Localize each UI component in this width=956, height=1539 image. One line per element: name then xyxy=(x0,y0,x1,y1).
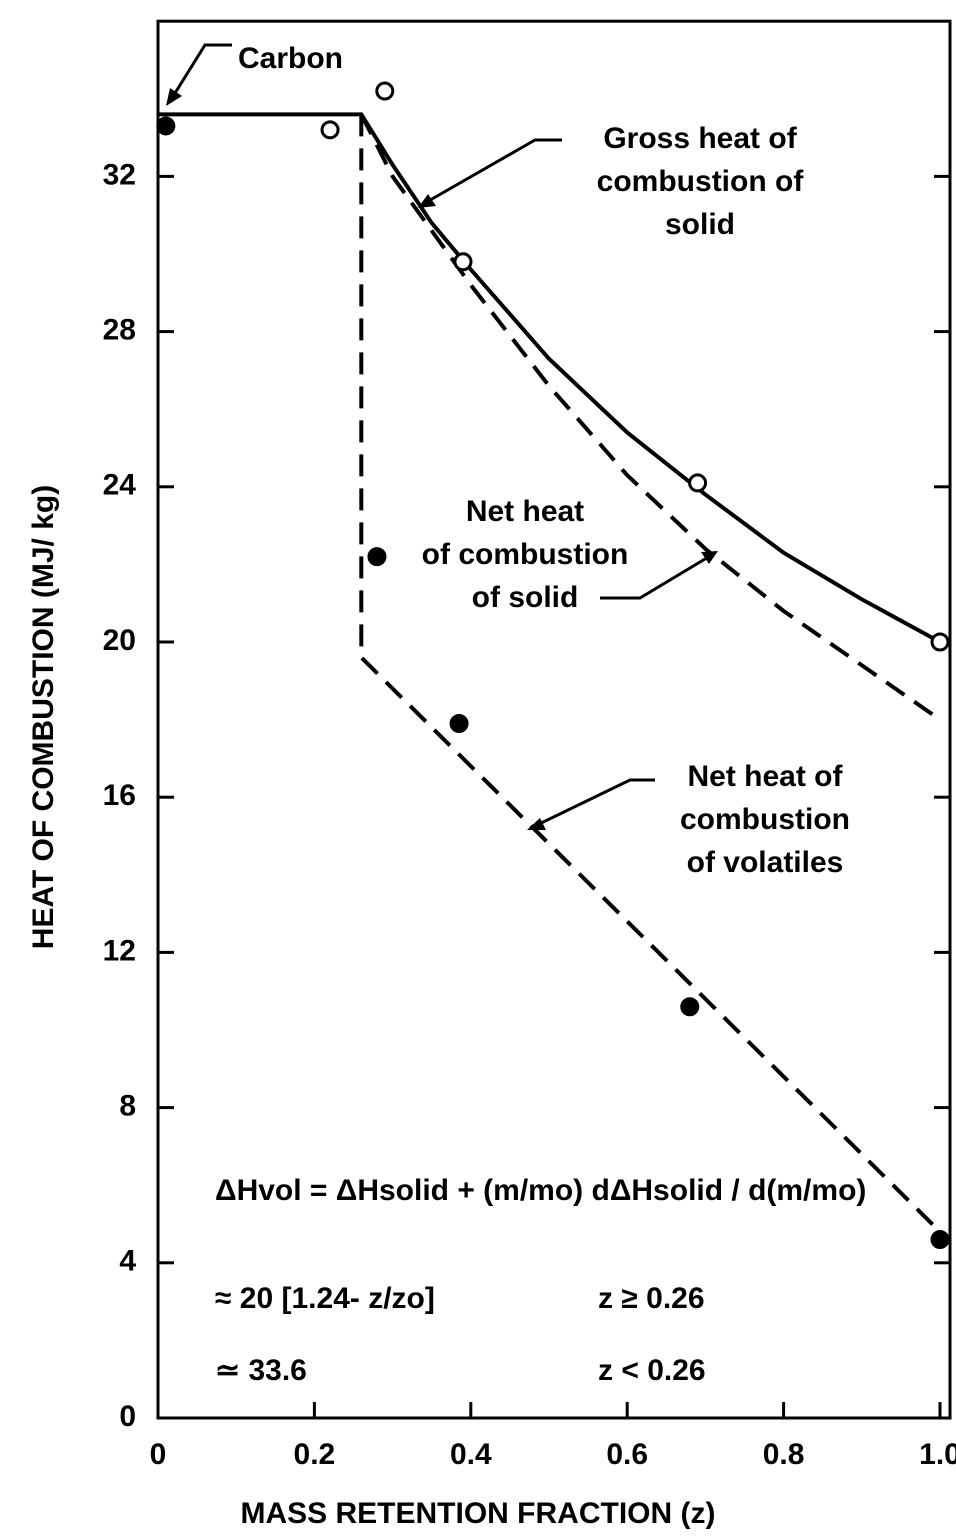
annotation: Gross heat of xyxy=(603,122,797,155)
data-point xyxy=(688,473,708,493)
x-tick-label: 0.2 xyxy=(294,1438,336,1471)
annotation: Carbon xyxy=(238,42,343,75)
y-tick-label: 16 xyxy=(103,779,136,812)
y-tick-label: 4 xyxy=(119,1245,136,1278)
annotation: of volatiles xyxy=(687,846,844,879)
curve xyxy=(359,114,942,1234)
arrowhead xyxy=(166,88,182,106)
x-tick-label: 0.4 xyxy=(450,1438,492,1471)
annotation: Net heat xyxy=(466,495,584,528)
curve xyxy=(158,112,941,644)
x-tick-label: 0 xyxy=(150,1438,167,1471)
arrows xyxy=(166,43,718,830)
arrow xyxy=(600,554,711,600)
x-tick-label: 0.8 xyxy=(763,1438,805,1471)
data-point xyxy=(930,632,950,652)
data-point xyxy=(930,1230,950,1250)
annotation: Net heat of xyxy=(687,760,843,793)
data-point xyxy=(367,547,387,567)
arrowhead xyxy=(418,194,436,208)
annotation: z < 0.26 xyxy=(598,1354,706,1387)
annotation: of combustion xyxy=(422,538,629,571)
y-tick-label: 32 xyxy=(103,158,136,191)
arrow xyxy=(170,43,232,99)
arrow xyxy=(424,138,562,205)
curve xyxy=(359,113,942,722)
plot-frame xyxy=(156,19,952,1420)
data-point xyxy=(449,713,469,733)
arrow xyxy=(534,778,655,828)
data-point xyxy=(156,116,176,136)
x-tick-label: 1.0 xyxy=(919,1438,956,1471)
annotation: solid xyxy=(665,208,735,241)
annotation: combustion xyxy=(680,803,850,836)
arrowhead xyxy=(701,551,718,564)
y-tick-label: 24 xyxy=(103,469,137,502)
annotation: ≈ 20 [1.24- z/zo] xyxy=(215,1282,435,1315)
x-tick-label: 0.6 xyxy=(606,1438,648,1471)
y-tick-label: 8 xyxy=(119,1090,136,1123)
arrowhead xyxy=(527,818,546,830)
data-point xyxy=(680,997,700,1017)
y-axis-label: HEAT OF COMBUSTION (MJ/ kg) xyxy=(27,485,60,949)
data-point xyxy=(320,120,340,140)
y-tick-label: 12 xyxy=(103,934,136,967)
data-point xyxy=(375,81,395,101)
annotation: z ≥ 0.26 xyxy=(598,1282,705,1315)
annotation: of solid xyxy=(472,581,579,614)
data-point xyxy=(453,252,473,272)
annotation: combustion of xyxy=(597,165,805,198)
annotation: ΔHvol = ΔHsolid + (m/mo) dΔHsolid / d(m/… xyxy=(215,1174,866,1207)
annotation: ≃ 33.6 xyxy=(215,1354,307,1387)
y-tick-label: 20 xyxy=(103,624,136,657)
y-tick-label: 28 xyxy=(103,314,136,347)
y-tick-label: 0 xyxy=(119,1400,136,1433)
x-axis-label: MASS RETENTION FRACTION (z) xyxy=(241,1497,716,1530)
